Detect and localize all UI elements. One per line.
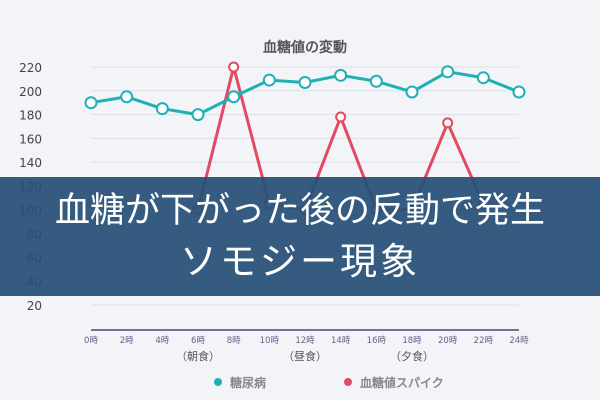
x-tick-label: 18時 bbox=[402, 336, 422, 346]
x-tick-label: 2時 bbox=[120, 336, 134, 346]
x-tick-label: 12時 bbox=[295, 336, 315, 346]
y-tick-label: 200 bbox=[19, 85, 42, 99]
y-tick-label: 140 bbox=[19, 156, 42, 170]
x-tick-label: 14時 bbox=[331, 336, 351, 346]
chart-title: 血糖値の変動 bbox=[263, 39, 347, 56]
data-point bbox=[405, 85, 419, 99]
x-tick-label: 10時 bbox=[260, 336, 280, 346]
data-point bbox=[298, 75, 312, 89]
data-point bbox=[262, 73, 276, 87]
data-point bbox=[155, 102, 169, 116]
data-point bbox=[369, 74, 383, 88]
y-tick-label: 160 bbox=[19, 132, 42, 146]
x-tick-label: 24時 bbox=[509, 336, 529, 346]
data-point bbox=[84, 96, 98, 110]
banner-title: ソモジー現象 bbox=[180, 239, 420, 283]
data-point bbox=[120, 90, 134, 104]
meal-label: （朝食） bbox=[176, 349, 220, 363]
data-point bbox=[227, 90, 241, 104]
data-point bbox=[191, 108, 205, 122]
title-banner: 血糖が下がった後の反動で発生 ソモジー現象 bbox=[0, 177, 600, 296]
x-tick-label: 16時 bbox=[367, 336, 387, 346]
y-tick-label: 220 bbox=[19, 61, 42, 75]
banner-subtitle: 血糖が下がった後の反動で発生 bbox=[54, 190, 545, 231]
data-point bbox=[512, 85, 526, 99]
legend-label: 糖尿病 bbox=[230, 375, 266, 390]
meal-label: （夕食） bbox=[390, 349, 434, 363]
legend-label: 血糖値スパイク bbox=[360, 375, 444, 390]
data-point bbox=[441, 65, 455, 79]
y-tick-label: 180 bbox=[19, 109, 42, 123]
x-tick-label: 22時 bbox=[474, 336, 494, 346]
x-tick-label: 0時 bbox=[84, 336, 98, 346]
data-point bbox=[228, 61, 240, 73]
legend-marker bbox=[344, 378, 352, 386]
x-tick-label: 6時 bbox=[191, 336, 205, 346]
data-point bbox=[334, 68, 348, 82]
x-tick-label: 4時 bbox=[155, 336, 169, 346]
y-tick-label: 20 bbox=[27, 299, 42, 313]
x-tick-label: 20時 bbox=[438, 336, 458, 346]
legend-marker bbox=[214, 378, 222, 386]
data-point bbox=[476, 71, 490, 85]
data-point bbox=[442, 117, 454, 129]
meal-label: （昼食） bbox=[283, 349, 327, 363]
x-tick-label: 8時 bbox=[227, 336, 241, 346]
data-point bbox=[335, 111, 347, 123]
